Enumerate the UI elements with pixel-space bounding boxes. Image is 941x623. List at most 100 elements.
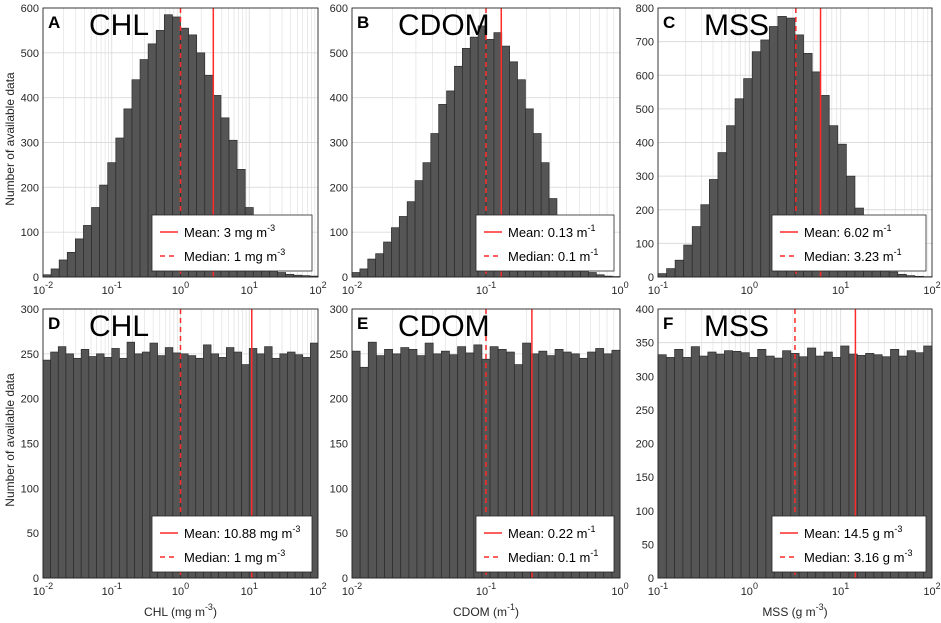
panel-f: 0 50 100 150 200 250 300 350 400 10-1 100 101 102 F MS… [636,304,941,619]
x-tick-label: 100 [172,581,189,598]
histogram-bar [50,351,59,579]
panel-letter: D [48,314,60,333]
histogram-bar [80,349,90,579]
y-tick-label: 250 [21,349,39,361]
legend-box [475,515,615,573]
histogram-bar [760,39,770,278]
panel-c: 0 100 200 300 400 500 600 700 800 10-1 100 101 102 C M… [636,3,941,297]
histogram-bars [42,14,319,278]
legend-mean-label: Mean: 3 mg m-3 [184,223,275,240]
y-tick-label: 100 [330,227,348,239]
legend-median-label: Median: 1 mg m-3 [184,548,285,565]
histogram-bar [383,241,392,278]
histogram-bar [66,251,76,278]
histogram-bar [126,341,136,579]
y-tick-label: 200 [21,394,39,406]
axes-box [42,308,319,579]
histogram-bar [351,350,361,579]
panel-d: 0 50 100 150 200 250 300 10-2 10-1 100 101 102 D CHL M… [21,304,327,619]
y-tick-label: 300 [21,138,39,150]
legend-median-label: Median: 3.16 g m-3 [804,548,912,565]
x-tick-label: 100 [611,280,628,297]
histogram-bar [665,357,675,579]
histogram-bar [359,268,369,278]
panel-b: 0 100 200 300 400 500 600 10-2 10-1 100 B CDOM Mean:… [330,3,629,297]
histogram-bar [400,347,410,579]
panel-title: MSS [704,9,769,42]
panel-title: CDOM [398,9,490,42]
panel-e: 0 50 100 150 200 250 300 10-2 10-1 100 E CDOM Mean: … [330,304,629,619]
histogram-bar [449,354,458,579]
histogram-bar [107,162,117,278]
legend-box [771,214,927,272]
y-axis-label-bottom: Number of available data [3,373,17,507]
y-tick-label: 200 [330,394,348,406]
x-tick-label: 100 [741,581,758,598]
x-axis-label: MSS (g m-3) [762,602,827,619]
histogram-bar [88,356,97,579]
histogram-bar [748,357,758,579]
histogram-bar [454,65,463,278]
legend-median-label: Median: 1 mg m-3 [184,247,285,264]
y-tick-label: 500 [21,48,39,60]
histogram-bar [734,98,744,278]
histogram-bar [699,355,709,579]
x-tick-label: 101 [832,280,849,297]
histogram-bar [141,351,151,579]
legend: Mean: 0.13 m-1 Median: 0.1 m-1 [475,214,615,272]
x-tick-label: 100 [741,280,758,297]
legend: Mean: 10.88 mg m-3 Median: 1 mg m-3 [151,515,313,573]
histogram-bar [715,353,725,579]
y-tick-label: 600 [330,3,348,15]
x-tick-label: 10-1 [476,581,496,598]
histogram-bar [123,108,133,278]
y-tick-label: 150 [636,472,654,484]
panel-title: CHL [89,9,149,42]
y-tick-label: 600 [21,3,39,15]
y-tick-label: 50 [642,539,654,551]
histogram-bar [674,259,685,278]
histogram-bar [57,346,67,579]
histogram-bar [700,204,710,278]
histogram-bar [683,244,693,278]
axes-box [42,7,319,278]
y-tick-label: 200 [636,439,654,451]
x-tick-label: 10-1 [102,581,122,598]
y-tick-label: 200 [636,205,654,217]
histogram-bar [367,258,376,278]
histogram-bar [139,59,149,278]
y-tick-label: 150 [21,439,39,451]
histogram-bar [73,357,82,579]
histogram-bar [111,348,120,579]
histogram-bar [657,273,667,278]
histogram-bar [416,355,426,579]
histogram-bar [757,349,767,579]
histogram-bar [446,90,455,278]
y-tick-label: 400 [636,304,654,316]
y-tick-label: 800 [636,3,654,15]
histogram-bar [408,349,418,579]
x-tick-label: 10-1 [102,280,122,297]
histogram-bar [674,349,684,579]
y-tick-label: 400 [330,93,348,105]
legend: Mean: 6.02 m-1 Median: 3.23 m-1 [771,214,927,272]
histogram-bar [709,179,719,278]
histogram-bar [666,268,676,278]
y-tick-label: 100 [636,238,654,250]
y-tick-label: 100 [21,227,39,239]
histogram-bar [707,351,717,579]
x-tick-label: 102 [309,581,326,598]
y-tick-label: 250 [330,349,348,361]
histogram-bar [740,352,750,579]
histogram-bar [432,353,442,579]
x-tick-label: 102 [923,280,940,297]
histogram-bar [376,355,385,579]
histogram-bar [440,350,450,579]
histogram-bar [115,137,125,278]
y-tick-label: 400 [21,93,39,105]
histogram-bar [588,272,597,278]
x-tick-label: 10-1 [476,280,496,297]
y-tick-label: 0 [648,272,654,284]
legend: Mean: 3 mg m-3 Median: 1 mg m-3 [151,214,313,272]
